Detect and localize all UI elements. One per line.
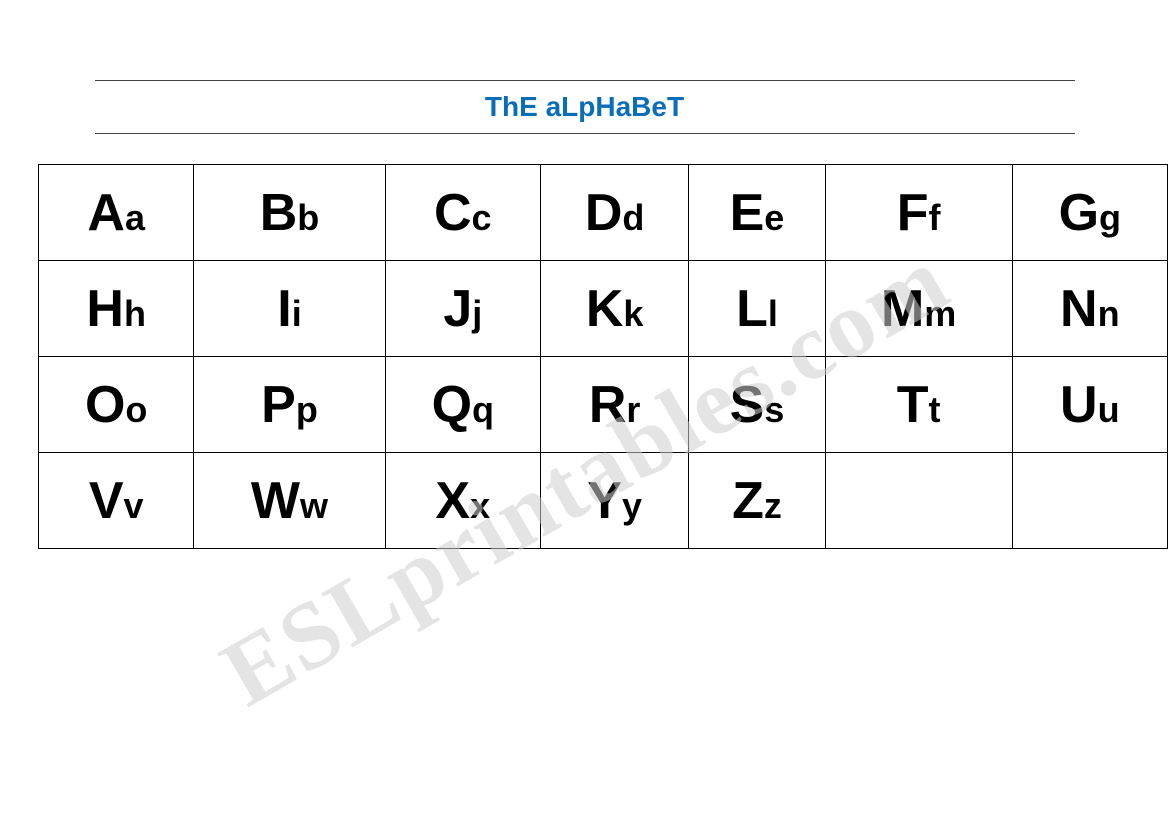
alpha-cell: Ww: [194, 453, 385, 549]
table-row: Vv Ww Xx Yy Zz: [39, 453, 1168, 549]
empty-cell: [825, 453, 1012, 549]
letter-upper: J: [443, 280, 472, 338]
alpha-cell: Nn: [1012, 261, 1167, 357]
page-title: ThE aLpHaBeT: [95, 81, 1075, 133]
letter-lower: q: [472, 389, 494, 430]
alpha-cell: Cc: [385, 165, 540, 261]
letter-upper: X: [435, 472, 470, 530]
table-row: Aa Bb Cc Dd Ee Ff Gg: [39, 165, 1168, 261]
letter-upper: P: [261, 376, 296, 434]
letter-upper: T: [897, 376, 929, 434]
alpha-cell: Vv: [39, 453, 194, 549]
letter-upper: V: [89, 472, 124, 530]
alpha-cell: Ss: [689, 357, 825, 453]
letter-lower: m: [924, 293, 956, 334]
letter-upper: W: [251, 472, 300, 530]
letter-lower: h: [124, 293, 146, 334]
letter-upper: I: [277, 280, 291, 338]
alpha-cell: Ii: [194, 261, 385, 357]
alpha-cell: Zz: [689, 453, 825, 549]
letter-upper: S: [730, 376, 765, 434]
letter-upper: K: [586, 280, 624, 338]
alpha-cell: Xx: [385, 453, 540, 549]
empty-cell: [1012, 453, 1167, 549]
letter-lower: z: [764, 485, 782, 526]
alpha-cell: Oo: [39, 357, 194, 453]
letter-lower: j: [472, 293, 482, 334]
letter-upper: M: [881, 280, 924, 338]
letter-lower: r: [626, 389, 640, 430]
alpha-cell: Qq: [385, 357, 540, 453]
alpha-cell: Kk: [540, 261, 688, 357]
letter-lower: w: [300, 485, 328, 526]
letter-lower: o: [125, 389, 147, 430]
letter-lower: g: [1099, 197, 1121, 238]
alpha-cell: Jj: [385, 261, 540, 357]
letter-upper: Y: [587, 472, 622, 530]
alpha-cell: Gg: [1012, 165, 1167, 261]
letter-lower: k: [623, 293, 643, 334]
letter-upper: D: [585, 184, 623, 242]
letter-upper: E: [730, 184, 765, 242]
title-block: ThE aLpHaBeT: [95, 80, 1075, 134]
letter-upper: F: [897, 184, 929, 242]
page: ThE aLpHaBeT Aa Bb Cc Dd Ee Ff Gg Hh Ii …: [0, 0, 1169, 549]
alpha-cell: Ee: [689, 165, 825, 261]
letter-lower: a: [125, 197, 145, 238]
letter-lower: b: [297, 197, 319, 238]
letter-upper: L: [736, 280, 768, 338]
letter-upper: B: [260, 184, 298, 242]
alpha-cell: Aa: [39, 165, 194, 261]
letter-lower: c: [472, 197, 492, 238]
letter-upper: Z: [732, 472, 764, 530]
alpha-cell: Rr: [540, 357, 688, 453]
letter-upper: R: [589, 376, 627, 434]
letter-upper: C: [434, 184, 472, 242]
letter-upper: O: [85, 376, 125, 434]
alpha-cell: Dd: [540, 165, 688, 261]
alphabet-table: Aa Bb Cc Dd Ee Ff Gg Hh Ii Jj Kk Ll Mm N…: [38, 164, 1168, 549]
letter-upper: N: [1060, 280, 1098, 338]
letter-lower: s: [764, 389, 784, 430]
letter-lower: f: [929, 197, 941, 238]
letter-upper: Q: [432, 376, 472, 434]
letter-lower: t: [929, 389, 941, 430]
alpha-cell: Yy: [540, 453, 688, 549]
letter-upper: A: [87, 184, 125, 242]
table-row: Hh Ii Jj Kk Ll Mm Nn: [39, 261, 1168, 357]
title-rule-bottom: [95, 133, 1075, 134]
letter-lower: p: [296, 389, 318, 430]
alpha-cell: Hh: [39, 261, 194, 357]
letter-lower: u: [1098, 389, 1120, 430]
letter-lower: n: [1098, 293, 1120, 334]
letter-lower: v: [124, 485, 144, 526]
alpha-cell: Mm: [825, 261, 1012, 357]
letter-lower: d: [622, 197, 644, 238]
alpha-cell: Tt: [825, 357, 1012, 453]
letter-upper: U: [1060, 376, 1098, 434]
letter-lower: l: [768, 293, 778, 334]
alpha-cell: Pp: [194, 357, 385, 453]
letter-upper: G: [1059, 184, 1099, 242]
letter-lower: y: [622, 485, 642, 526]
letter-lower: i: [292, 293, 302, 334]
letter-lower: e: [764, 197, 784, 238]
letter-upper: H: [86, 280, 124, 338]
alpha-cell: Uu: [1012, 357, 1167, 453]
table-row: Oo Pp Qq Rr Ss Tt Uu: [39, 357, 1168, 453]
alpha-cell: Bb: [194, 165, 385, 261]
alpha-cell: Ll: [689, 261, 825, 357]
letter-lower: x: [470, 485, 490, 526]
alpha-cell: Ff: [825, 165, 1012, 261]
